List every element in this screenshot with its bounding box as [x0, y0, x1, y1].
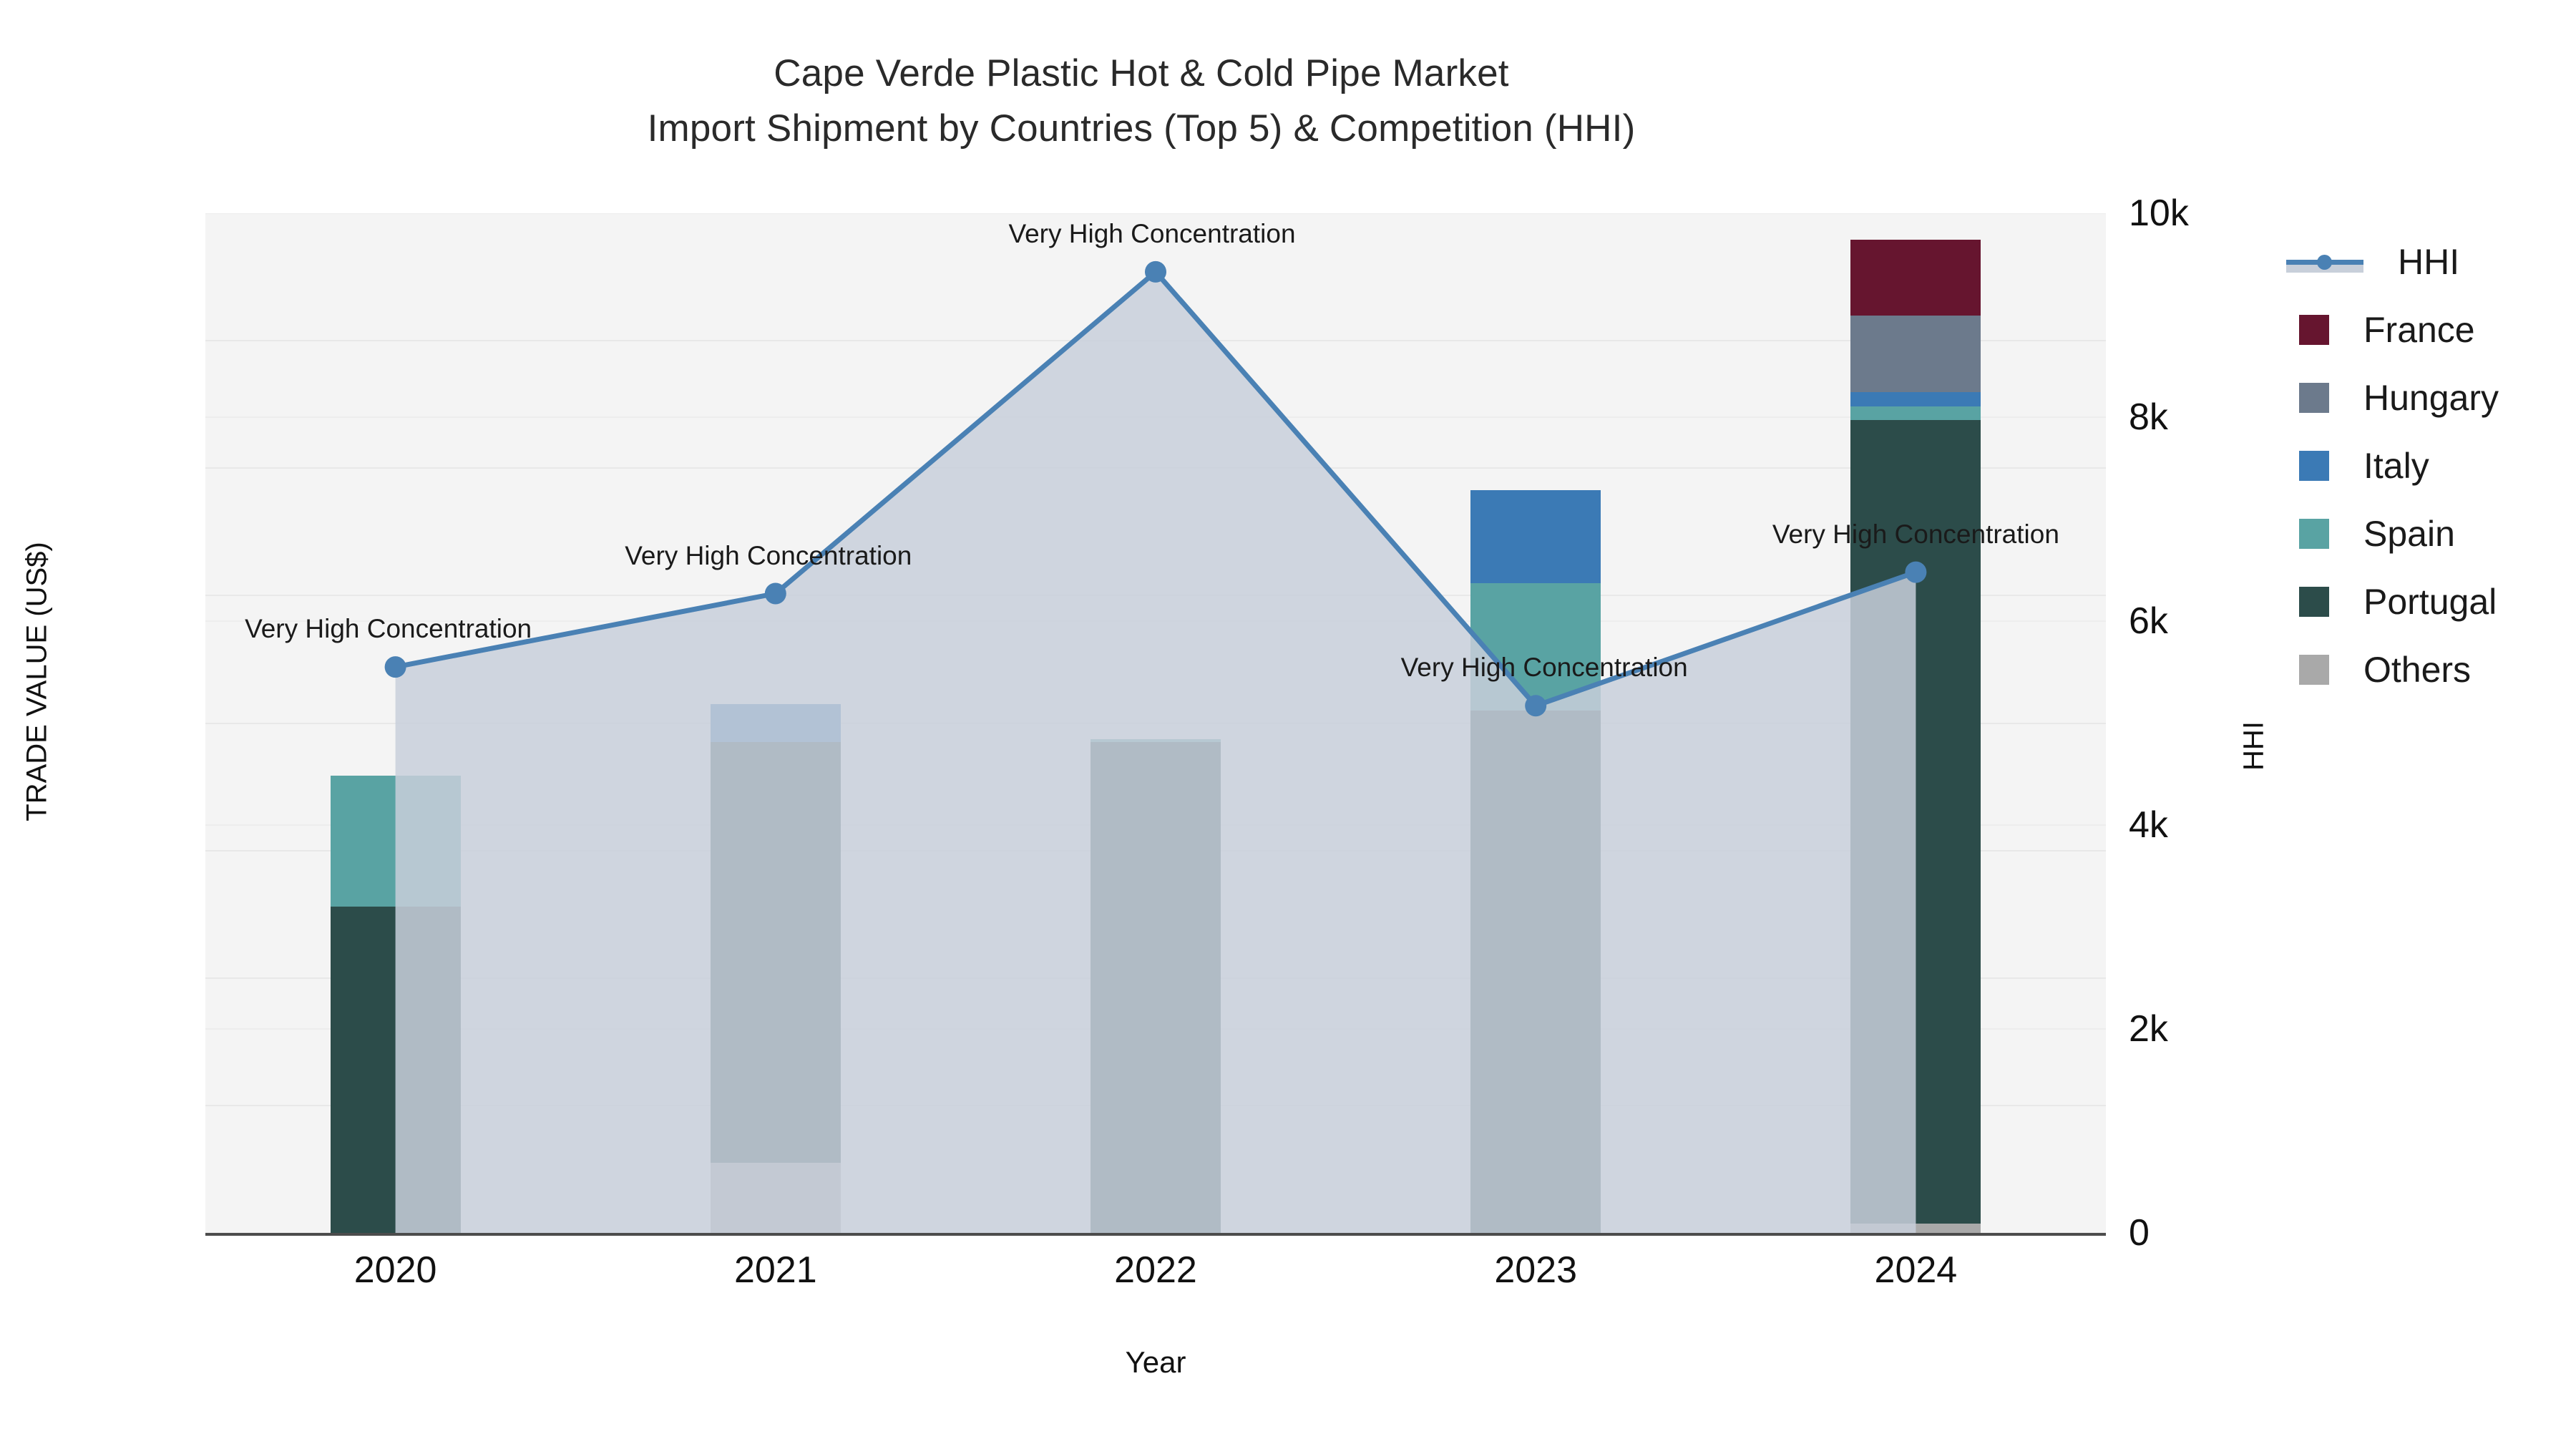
legend-item-portugal[interactable]: Portugal	[2286, 567, 2572, 635]
annotation-2024: Very High Concentration	[1772, 519, 2059, 549]
bar-group-2020[interactable]	[330, 213, 461, 1233]
legend-swatch-portugal	[2299, 586, 2329, 617]
x-tick-2024: 2024	[1874, 1249, 1958, 1291]
legend-label-spain: Spain	[2363, 513, 2455, 554]
legend-swatch-italy	[2299, 450, 2329, 481]
gridline-right	[205, 213, 2106, 214]
legend-item-others[interactable]: Others	[2286, 635, 2572, 703]
x-tick-2021: 2021	[733, 1249, 817, 1291]
x-tick-2022: 2022	[1114, 1249, 1197, 1291]
legend-label-france: France	[2363, 309, 2475, 350]
bar-segment-others-2024[interactable]	[1850, 1223, 1981, 1233]
bar-segment-portugal-2023[interactable]	[1470, 710, 1601, 1233]
bar-segment-italy-2023[interactable]	[1470, 490, 1601, 583]
bar-segment-spain-2022[interactable]	[1091, 738, 1221, 743]
legend-label-portugal: Portugal	[2363, 581, 2497, 622]
legend-swatch-hungary	[2299, 382, 2329, 413]
chart-subtitle-line2: Import Shipment by Countries (Top 5) & C…	[647, 107, 1636, 150]
annotation-2020: Very High Concentration	[245, 614, 532, 644]
legend-item-italy[interactable]: Italy	[2286, 431, 2572, 499]
y-tick-right-3: 6k	[2129, 600, 2168, 642]
bar-group-2021[interactable]	[710, 213, 841, 1233]
bar-segment-portugal-2022[interactable]	[1091, 742, 1221, 1233]
legend-label-others: Others	[2363, 649, 2472, 690]
legend-swatch-france	[2299, 314, 2329, 345]
bar-segment-italy-2024[interactable]	[1850, 392, 1981, 406]
x-tick-2020: 2020	[353, 1249, 437, 1291]
bar-group-2023[interactable]	[1470, 213, 1601, 1233]
bar-segment-spain-2020[interactable]	[330, 776, 461, 907]
chart-title: Cape Verde Plastic Hot & Cold Pipe Marke…	[0, 52, 2283, 151]
chart-legend: HHI France Hungary Italy Spain Portugal Others	[2286, 228, 2572, 703]
y-tick-right-2: 4k	[2129, 804, 2168, 846]
y-tick-right-4: 8k	[2129, 396, 2168, 438]
y-tick-right-5: 10k	[2129, 192, 2189, 234]
y-tick-right-0: 0	[2129, 1212, 2150, 1254]
bar-segment-hungary-2024[interactable]	[1850, 316, 1981, 393]
legend-swatch-others	[2299, 654, 2329, 685]
bar-group-2022[interactable]	[1091, 213, 1221, 1233]
y-axis-right-label: HHI	[2238, 721, 2270, 771]
legend-item-hungary[interactable]: Hungary	[2286, 364, 2572, 431]
x-axis-spine	[205, 1233, 2106, 1236]
bar-segment-portugal-2021[interactable]	[710, 742, 841, 1163]
legend-label-hungary: Hungary	[2363, 377, 2499, 418]
y-axis-left-label: TRADE VALUE (US$)	[21, 542, 53, 821]
legend-item-spain[interactable]: Spain	[2286, 499, 2572, 567]
bar-segment-spain-2023[interactable]	[1470, 582, 1601, 711]
bar-segment-others-2021[interactable]	[710, 1163, 841, 1233]
annotation-2023: Very High Concentration	[1400, 653, 1688, 683]
bar-segment-spain-2024[interactable]	[1850, 406, 1981, 421]
legend-label-hhi: HHI	[2398, 241, 2460, 282]
bar-segment-portugal-2020[interactable]	[330, 907, 461, 1233]
bar-segment-italy-2021[interactable]	[710, 703, 841, 743]
annotation-2021: Very High Concentration	[625, 540, 912, 570]
plot-clip	[205, 213, 2106, 1233]
legend-item-france[interactable]: France	[2286, 296, 2572, 364]
annotation-2022: Very High Concentration	[1008, 218, 1296, 248]
chart-title-line1: Cape Verde Plastic Hot & Cold Pipe Marke…	[774, 52, 1509, 94]
legend-swatch-spain	[2299, 518, 2329, 549]
x-axis-label: Year	[1125, 1345, 1186, 1379]
legend-item-hhi[interactable]: HHI	[2286, 228, 2572, 296]
legend-line-key-icon	[2286, 247, 2363, 277]
plot-area	[205, 213, 2106, 1233]
y-tick-right-1: 2k	[2129, 1008, 2168, 1050]
legend-label-italy: Italy	[2363, 445, 2429, 486]
bar-segment-france-2024[interactable]	[1850, 239, 1981, 316]
legend-marker-dot-icon	[2317, 254, 2332, 270]
bar-group-2024[interactable]	[1850, 213, 1981, 1233]
x-tick-2023: 2023	[1494, 1249, 1578, 1291]
